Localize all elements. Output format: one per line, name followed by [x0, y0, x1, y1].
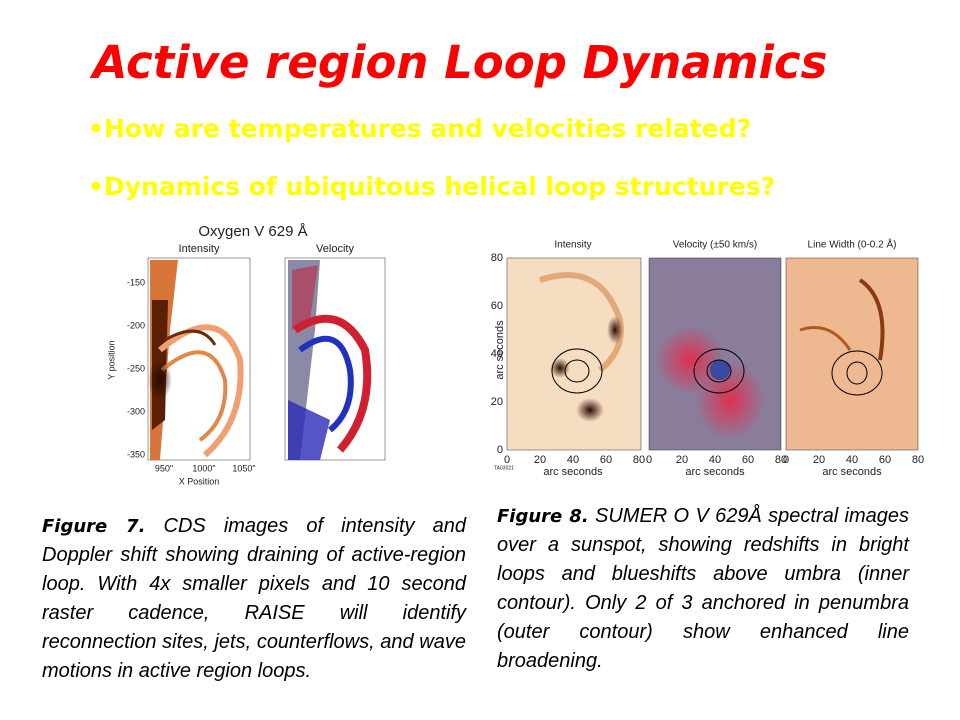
y-tick-label: 80 [491, 252, 503, 264]
x-tick-label: 20 [534, 454, 546, 466]
x-tick-label: 60 [742, 454, 754, 466]
y-tick-label: 20 [491, 396, 503, 408]
panel-label: Velocity (±50 km/s) [673, 240, 757, 251]
x-tick-label: 80 [633, 454, 645, 466]
x-tick-label: 0 [646, 454, 652, 466]
y-tick-label: 60 [491, 300, 503, 312]
x-tick-label: 1050" [232, 463, 255, 473]
y-tick-label: -250 [127, 363, 145, 373]
bullet: •Dynamics of ubiquitous helical loop str… [88, 172, 776, 201]
x-tick-label: 80 [912, 454, 924, 466]
x-axis-label: arc seconds [543, 466, 603, 478]
x-tick-label: 60 [879, 454, 891, 466]
y-tick-label: -150 [127, 277, 145, 287]
x-tick-label: 40 [567, 454, 579, 466]
caption-text: CDS images of intensity and Doppler shif… [42, 515, 466, 682]
x-tick-label: 0 [504, 454, 510, 466]
fig8-caption: Figure 8. SUMER O V 629Å spectral images… [497, 502, 909, 676]
y-tick-label: 40 [491, 348, 503, 360]
caption-label: Figure 7. [42, 516, 146, 537]
x-tick-label: 40 [846, 454, 858, 466]
y-axis-label: arc seconds [494, 320, 506, 380]
y-axis-label: Y position [106, 340, 116, 379]
panel-label: Intensity [554, 240, 591, 251]
fig8-linewidth-image [785, 257, 919, 451]
x-tick-label: 40 [709, 454, 721, 466]
fig8-intensity-image [506, 257, 642, 451]
panel-label: Intensity [179, 243, 220, 255]
caption-text: SUMER O V 629Å spectral images over a su… [497, 505, 909, 672]
fig8-velocity-image [648, 257, 782, 451]
panel-label: Line Width (0-0.2 Å) [808, 238, 897, 251]
fig7-velocity-image [284, 257, 386, 461]
x-tick-label: 20 [813, 454, 825, 466]
y-tick-label: -300 [127, 406, 145, 416]
x-tick-label: 1000" [192, 463, 215, 473]
fig7-intensity-image [147, 257, 251, 461]
figure-code: TA03021 [494, 465, 514, 471]
fig7-title: Oxygen V 629 Å [198, 223, 307, 240]
y-tick-label: -350 [127, 449, 145, 459]
caption-label: Figure 8. [497, 506, 589, 527]
x-tick-label: 0 [783, 454, 789, 466]
bullet: •How are temperatures and velocities rel… [88, 114, 752, 143]
x-axis-label: arc seconds [685, 466, 745, 478]
panel-label: Velocity [316, 243, 354, 255]
y-tick-label: 0 [497, 444, 503, 456]
slide-title: Active region Loop Dynamics [92, 36, 828, 89]
x-axis-label: arc seconds [822, 466, 882, 478]
x-tick-label: 20 [676, 454, 688, 466]
x-tick-label: 80 [775, 454, 787, 466]
y-tick-label: -200 [127, 320, 145, 330]
x-axis-label: X Position [179, 476, 220, 486]
x-tick-label: 60 [600, 454, 612, 466]
x-tick-label: 950" [155, 463, 173, 473]
fig7-caption: Figure 7. CDS images of intensity and Do… [42, 512, 466, 686]
